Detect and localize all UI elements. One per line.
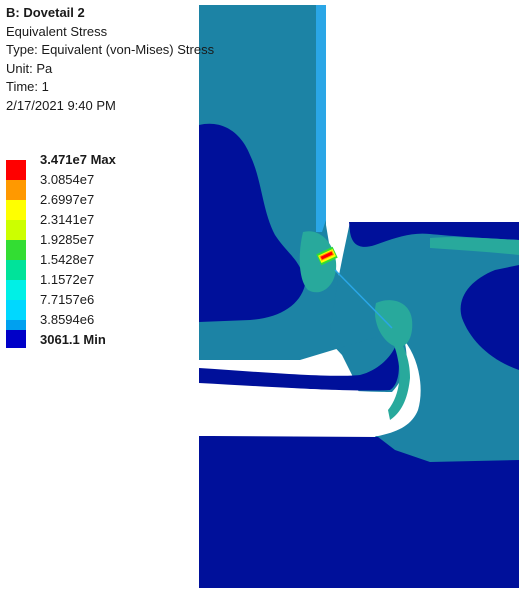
- legend-label: 7.7157e6: [40, 292, 95, 307]
- legend-label: 1.1572e7: [40, 272, 95, 287]
- result-timestamp: 2/17/2021 9:40 PM: [6, 97, 116, 113]
- result-info-panel: B: Dovetail 2 Equivalent Stress Type: Eq…: [6, 4, 266, 116]
- contour-legend[interactable]: 3.471e7 Max 3.0854e7 2.6997e7 2.3141e7 1.928…: [6, 152, 206, 352]
- legend-color-swatch: [6, 300, 26, 320]
- mid-stress-band-groove: [388, 330, 410, 420]
- dovetail-groove: [199, 340, 421, 437]
- contact-path: [334, 269, 393, 329]
- low-stress-zone-right: [460, 265, 519, 370]
- legend-label: 2.6997e7: [40, 192, 95, 207]
- legend-color-swatch: [6, 260, 26, 280]
- legend-color-swatch: [6, 220, 26, 240]
- legend-label: 3.471e7 Max: [40, 152, 116, 167]
- mid-stress-strip-right: [430, 237, 519, 255]
- legend-color-swatch: [6, 180, 26, 200]
- lower-base-block: [199, 436, 519, 588]
- mid-stress-lobe-upper: [299, 231, 337, 293]
- mid-stress-lobe-lower: [374, 300, 413, 348]
- result-unit: Unit: Pa: [6, 60, 53, 76]
- low-stress-zone-left-pocket: [199, 123, 305, 322]
- legend-row: 7.7157e6: [6, 292, 206, 320]
- legend-row: 1.5428e7: [6, 252, 206, 280]
- result-name: Equivalent Stress: [6, 23, 108, 39]
- legend-color-swatch: [6, 160, 26, 180]
- legend-label: 3.8594e6: [40, 312, 95, 327]
- max-stress-hotspot: [316, 246, 338, 266]
- legend-label: 1.5428e7: [40, 252, 95, 267]
- low-stress-zone-upper-right: [349, 222, 519, 247]
- legend-label: 1.9285e7: [40, 232, 95, 247]
- tab-edge-highlight: [316, 5, 326, 232]
- low-stress-zone-under-groove: [199, 345, 399, 391]
- legend-row: 1.9285e7: [6, 232, 206, 260]
- legend-row: 2.6997e7: [6, 192, 206, 220]
- legend-label: 2.3141e7: [40, 212, 95, 227]
- legend-color-swatch: [6, 280, 26, 300]
- legend-row: 1.1572e7: [6, 272, 206, 300]
- legend-color-swatch: [6, 330, 26, 348]
- legend-row: 3061.1 Min: [6, 330, 206, 352]
- legend-label: 3.0854e7: [40, 172, 95, 187]
- legend-row: 2.3141e7: [6, 212, 206, 240]
- legend-row: 3.0854e7: [6, 172, 206, 200]
- result-time: Time: 1: [6, 79, 49, 95]
- legend-color-swatch: [6, 200, 26, 220]
- legend-label: 3061.1 Min: [40, 332, 106, 347]
- analysis-title: B: Dovetail 2: [6, 5, 85, 20]
- legend-color-swatch: [6, 240, 26, 260]
- legend-row: 3.471e7 Max: [6, 152, 206, 180]
- result-type: Type: Equivalent (von-Mises) Stress: [6, 42, 215, 58]
- legend-row: 3.8594e6: [6, 312, 206, 340]
